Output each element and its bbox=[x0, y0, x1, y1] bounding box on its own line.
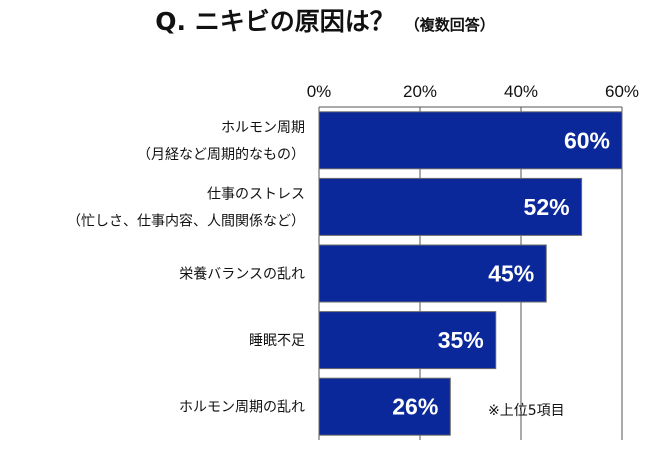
chart-title: Q. ニキビの原因は？ （複数回答） bbox=[0, 2, 650, 38]
bar bbox=[318, 311, 497, 370]
x-tick-label: 60% bbox=[605, 82, 639, 101]
chart-note: ※上位5項目 bbox=[488, 403, 565, 419]
category-label: 睡眠不足 bbox=[249, 333, 305, 349]
bar bbox=[318, 177, 583, 236]
x-tick-label: 20% bbox=[403, 82, 437, 101]
category-label: ホルモン周期 bbox=[221, 120, 305, 136]
x-tick-label: 0% bbox=[307, 82, 332, 101]
category-label: 仕事のストレス bbox=[207, 186, 305, 202]
category-label: 栄養バランスの乱れ bbox=[179, 266, 305, 283]
category-label: ホルモン周期の乱れ bbox=[179, 400, 305, 416]
bar-value-label: 60% bbox=[564, 127, 610, 153]
bar-value-label: 52% bbox=[524, 194, 570, 220]
category-label: （忙しさ、仕事内容、人間関係など） bbox=[67, 212, 305, 229]
bar bbox=[318, 111, 623, 170]
x-tick-label: 40% bbox=[504, 82, 538, 101]
chart-title-main: Q. ニキビの原因は？ bbox=[155, 7, 395, 36]
bar-value-label: 35% bbox=[438, 327, 484, 353]
bar-value-label: 45% bbox=[488, 261, 534, 287]
category-label: （月経など周期的なもの） bbox=[137, 147, 305, 163]
chart-subtitle: （複数回答） bbox=[404, 16, 495, 34]
bar bbox=[318, 377, 451, 436]
bar-value-label: 26% bbox=[392, 394, 438, 420]
bar bbox=[318, 244, 547, 303]
